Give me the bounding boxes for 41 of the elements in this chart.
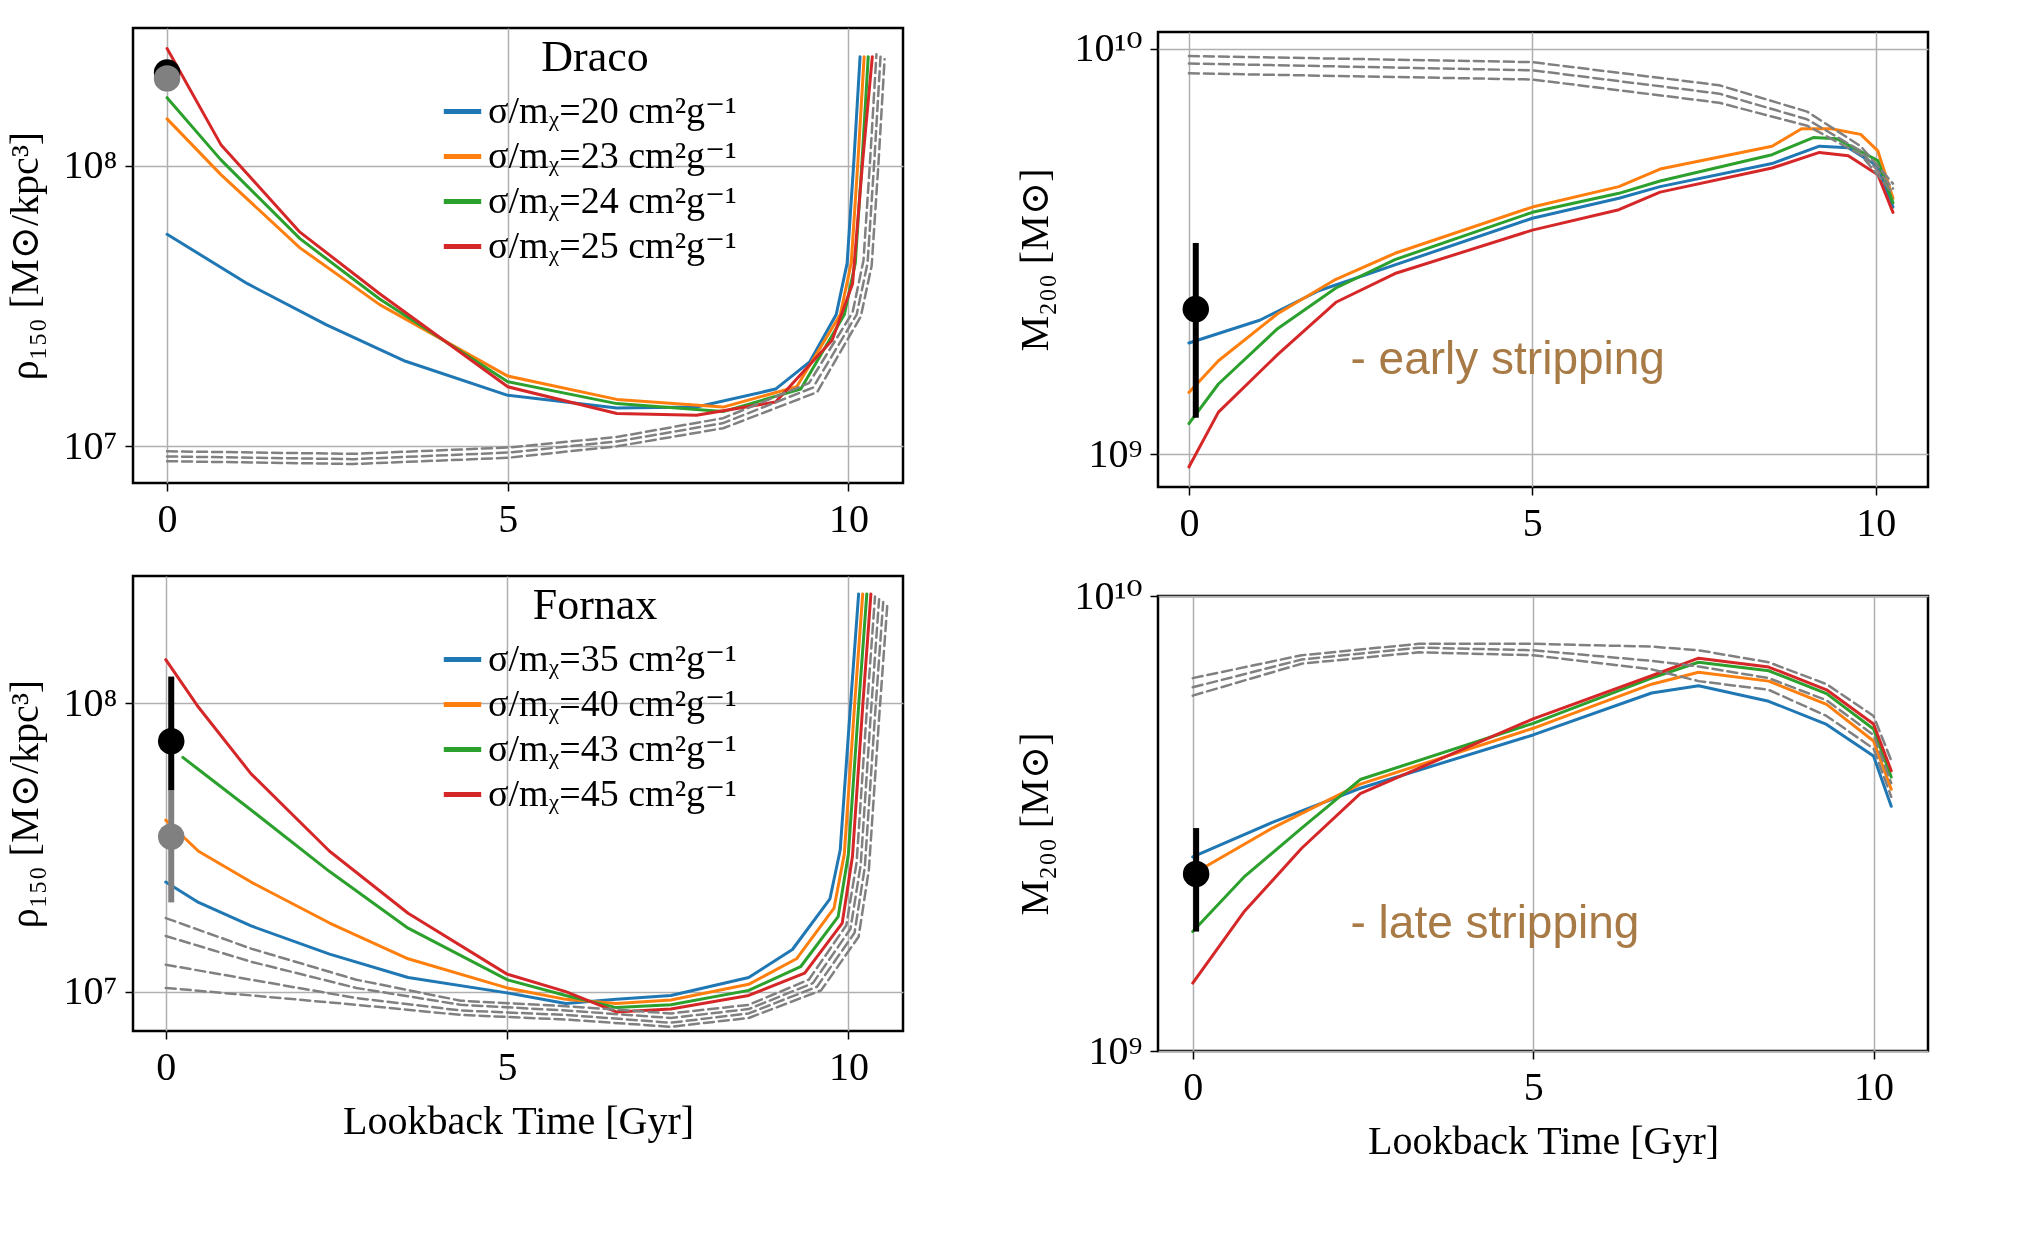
line-series bbox=[1191, 656, 1893, 985]
y-tick-label: 10⁸ bbox=[63, 679, 118, 725]
x-tick-label: 10 bbox=[1854, 1063, 1895, 1109]
annotation: - early stripping bbox=[1350, 331, 1665, 384]
y-axis-title: M₂₀₀ [M⊙] bbox=[1012, 732, 1058, 916]
x-tick-label: 10 bbox=[828, 495, 869, 541]
annotation: - late stripping bbox=[1350, 895, 1640, 948]
legend-label: σ/mᵪ=25 cm²g⁻¹ bbox=[488, 223, 737, 266]
y-axis-title: ρ₁₅₀ [M⊙/kpc³] bbox=[1, 131, 47, 381]
x-tick-label: 5 bbox=[1522, 499, 1543, 545]
y-tick-label: 10⁹ bbox=[1088, 1027, 1143, 1073]
y-tick-label: 10¹⁰ bbox=[1074, 572, 1143, 618]
legend-label: σ/mᵪ=35 cm²g⁻¹ bbox=[488, 636, 737, 679]
chart-title: Draco bbox=[541, 32, 649, 81]
x-tick-label: 0 bbox=[156, 1043, 177, 1089]
legend-label: σ/mᵪ=45 cm²g⁻¹ bbox=[488, 771, 737, 814]
y-axis-title: ρ₁₅₀ [M⊙/kpc³] bbox=[1, 679, 47, 929]
y-tick-label: 10⁷ bbox=[63, 422, 118, 468]
y-tick-label: 10⁸ bbox=[63, 142, 118, 188]
y-tick-label: 10¹⁰ bbox=[1074, 25, 1143, 71]
legend-label: σ/mᵪ=20 cm²g⁻¹ bbox=[488, 88, 737, 131]
legend-label: σ/mᵪ=23 cm²g⁻¹ bbox=[488, 133, 737, 176]
y-tick-label: 10⁹ bbox=[1088, 430, 1143, 476]
y-tick-label: 10⁷ bbox=[63, 968, 118, 1014]
line-series bbox=[1191, 684, 1893, 859]
x-tick-label: 5 bbox=[1523, 1063, 1544, 1109]
legend-label: σ/mᵪ=40 cm²g⁻¹ bbox=[488, 681, 737, 724]
x-tick-label: 10 bbox=[1856, 499, 1897, 545]
x-tick-label: 0 bbox=[1183, 1063, 1204, 1109]
line-series bbox=[1187, 150, 1895, 469]
y-axis-title: M₂₀₀ [M⊙] bbox=[1012, 168, 1058, 352]
x-tick-label: 5 bbox=[497, 1043, 518, 1089]
x-tick-label: 10 bbox=[828, 1043, 869, 1089]
x-tick-label: 0 bbox=[1179, 499, 1200, 545]
x-tick-label: 5 bbox=[498, 495, 519, 541]
x-axis-title: Lookback Time [Gyr] bbox=[342, 1097, 695, 1143]
x-axis-title: Lookback Time [Gyr] bbox=[1367, 1117, 1720, 1163]
legend-label: σ/mᵪ=24 cm²g⁻¹ bbox=[488, 178, 737, 221]
x-tick-label: 0 bbox=[157, 495, 178, 541]
legend-label: σ/mᵪ=43 cm²g⁻¹ bbox=[488, 726, 737, 769]
chart-title: Fornax bbox=[532, 580, 658, 629]
